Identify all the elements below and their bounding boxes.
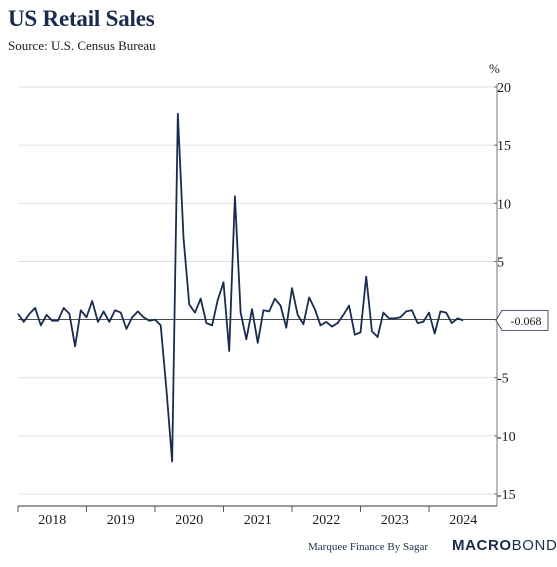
page-title: US Retail Sales <box>8 6 155 31</box>
y-unit-label: % <box>489 61 500 76</box>
y-tick-label: 20 <box>497 81 511 96</box>
gridlines <box>18 86 497 495</box>
series-line <box>17 112 464 463</box>
series-layer <box>17 112 464 463</box>
chart-source: Source: U.S. Census Bureau <box>8 38 156 53</box>
y-tick-label: 15 <box>497 139 511 154</box>
y-tick-label: 10 <box>497 197 511 212</box>
macrobond-logo: MACROBOND <box>452 537 557 554</box>
y-tick-label: -10 <box>497 430 516 445</box>
x-tick-label: 2019 <box>107 513 135 528</box>
y-tick-label: -15 <box>497 488 516 503</box>
x-tick-label: 2021 <box>244 513 272 528</box>
x-tick-label: 2024 <box>449 513 477 528</box>
last-value-box <box>495 309 549 331</box>
credit-text: Marquee Finance By Sagar <box>308 541 429 553</box>
y-tick-label: -5 <box>497 372 509 387</box>
x-tick-label: 2023 <box>381 513 409 528</box>
x-tick-label: 2022 <box>312 513 340 528</box>
last-value-label: -0.068 <box>511 314 542 328</box>
y-tick-label: 5 <box>497 255 504 270</box>
x-axis: 2018 2019 2020 2021 2022 2023 2024 <box>17 505 497 528</box>
y-axis: 20151050-5-10-15% <box>489 61 516 506</box>
value-label-layer: -0.068 <box>495 309 549 331</box>
x-tick-label: 2020 <box>175 513 203 528</box>
x-tick-label: 2018 <box>38 513 66 528</box>
